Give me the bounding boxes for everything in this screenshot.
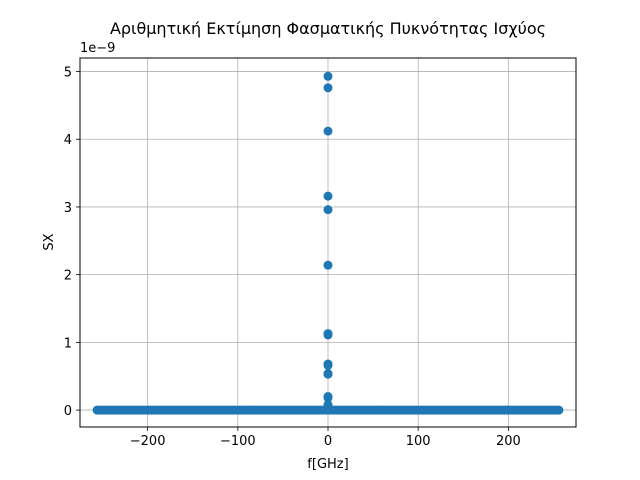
x-tick-label: 0 xyxy=(324,434,332,449)
x-tick-label: 200 xyxy=(496,434,521,449)
data-point xyxy=(323,402,333,412)
data-point xyxy=(323,71,333,81)
data-point xyxy=(323,260,333,270)
y-tick-label: 1 xyxy=(64,336,72,351)
data-point xyxy=(323,191,333,201)
x-tick-label: −100 xyxy=(220,434,256,449)
x-tick-label: 100 xyxy=(406,434,431,449)
x-axis-label: f[GHz] xyxy=(307,457,348,472)
y-tick-label: 5 xyxy=(64,66,72,81)
baseline-point xyxy=(554,405,564,415)
data-point xyxy=(323,393,333,403)
data-point xyxy=(323,369,333,379)
y-tick-label: 3 xyxy=(64,201,72,216)
axis-ticks: −200 −100 0 100 200 0 1 2 3 4 5 xyxy=(64,66,521,449)
y-offset-label: 1e−9 xyxy=(80,41,115,56)
data-point xyxy=(323,83,333,93)
data-point xyxy=(323,330,333,340)
y-tick-label: 4 xyxy=(64,133,72,148)
grid-lines xyxy=(80,58,576,427)
y-tick-label: 0 xyxy=(64,404,72,419)
data-point xyxy=(323,205,333,215)
x-tick-label: −200 xyxy=(130,434,166,449)
data-points xyxy=(92,71,564,415)
chart-title: Αριθμητική Εκτίμηση Φασματικής Πυκνότητα… xyxy=(110,19,546,38)
y-axis-label: SX xyxy=(42,233,57,250)
data-point xyxy=(323,126,333,136)
data-point xyxy=(323,360,333,370)
y-tick-label: 2 xyxy=(64,269,72,284)
